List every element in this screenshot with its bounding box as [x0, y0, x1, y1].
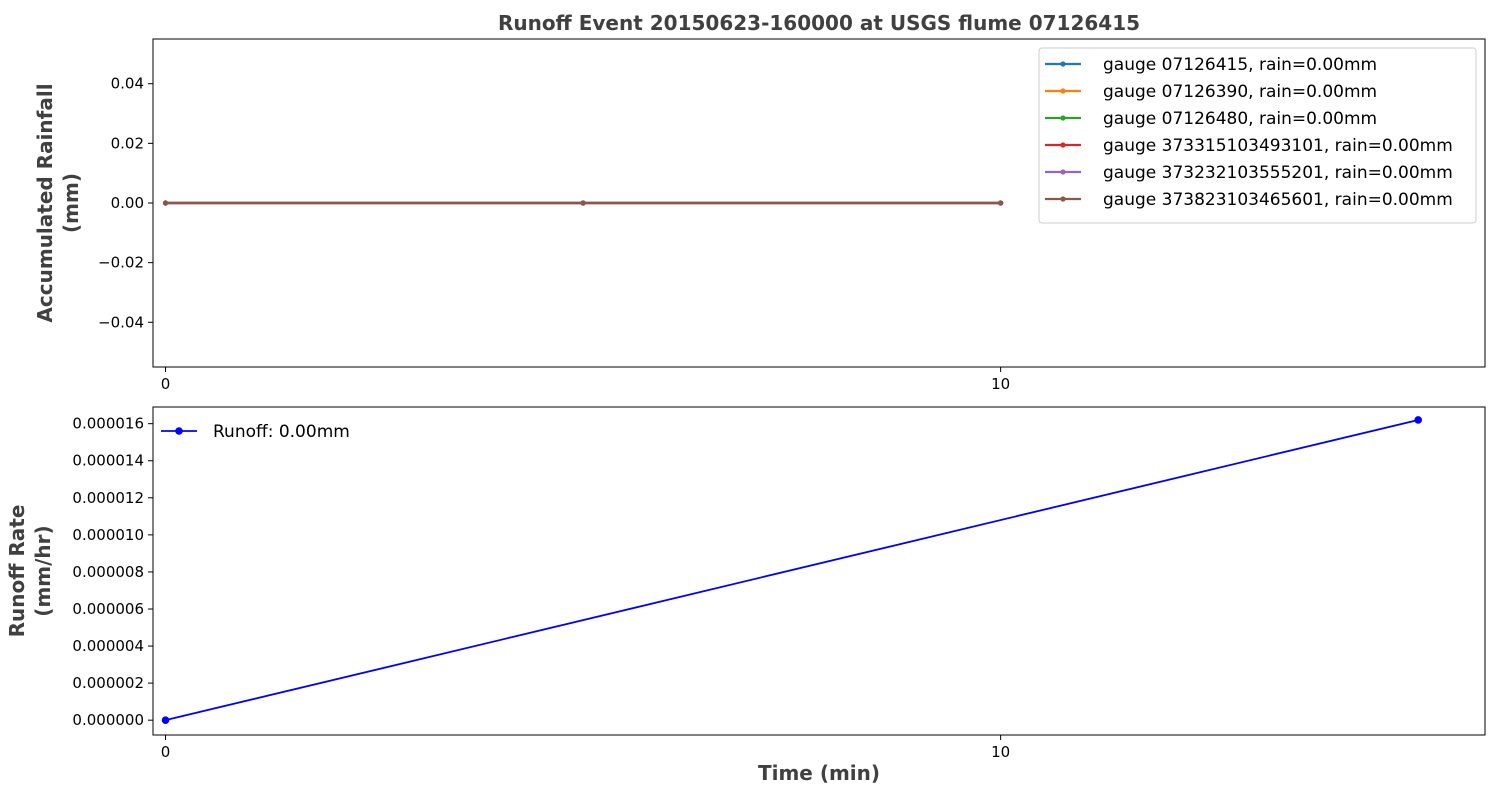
data-point — [162, 200, 169, 206]
y-axis-label-line-2: (mm/hr) — [31, 525, 55, 616]
x-tick-label: 10 — [991, 743, 1010, 761]
y-tick-label: 0.000010 — [72, 526, 144, 544]
data-point — [161, 716, 170, 724]
y-axis-label-line-1: Accumulated Rainfall — [33, 83, 57, 322]
legend-swatch-marker — [1060, 169, 1066, 175]
x-tick-label: 10 — [991, 375, 1010, 393]
legend-entry-label: gauge 373232103555201, rain=0.00mm — [1103, 163, 1453, 183]
series-line-1 — [165, 419, 1419, 722]
legend: gauge 07126415, rain=0.00mm gauge 0712639… — [1038, 47, 1477, 224]
legend-swatch-marker — [1060, 61, 1066, 67]
legend-swatch-marker — [1060, 196, 1066, 202]
legend-entry-label: gauge 07126390, rain=0.00mm — [1103, 82, 1377, 102]
chart-title: Runoff Event 20150623-160000 at USGS flu… — [498, 11, 1140, 35]
x-tick-label: 0 — [161, 375, 171, 393]
x-tick-label: 0 — [161, 743, 171, 761]
y-tick-label: 0.000014 — [72, 452, 144, 470]
legend-swatch-marker — [1060, 88, 1066, 94]
y-tick-label: 0.000006 — [72, 600, 144, 618]
y-tick-label: 0.000016 — [72, 415, 144, 433]
y-tick-label: 0.000004 — [72, 637, 144, 655]
data-point — [1414, 416, 1422, 424]
y-tick-label: 0.00 — [111, 194, 144, 212]
legend-swatch-marker — [1060, 115, 1066, 121]
data-point — [998, 200, 1004, 206]
y-axis-label-line-1: Runoff Rate — [5, 505, 29, 638]
legend-swatch-marker — [175, 427, 183, 435]
legend-entry-label: gauge 373315103493101, rain=0.00mm — [1103, 136, 1453, 156]
chart-panel-2: Runoff Rate (mm/hr) Time (min) 0.000000 0.00… — [5, 406, 1486, 785]
y-tick-label: 0.000008 — [72, 563, 144, 581]
legend: Runoff: 0.00mm — [161, 422, 350, 442]
legend-swatch-marker — [1060, 142, 1066, 148]
x-axis-label: Time (min) — [758, 761, 880, 785]
legend-entry-label: gauge 07126415, rain=0.00mm — [1103, 55, 1377, 75]
data-point — [580, 200, 586, 206]
y-tick-label: −0.02 — [98, 254, 144, 272]
y-tick-label: 0.000000 — [72, 711, 144, 729]
legend-entry-label: gauge 07126480, rain=0.00mm — [1103, 109, 1377, 129]
chart-panel-1: Runoff Event 20150623-160000 at USGS flu… — [33, 11, 1486, 393]
y-tick-label: 0.000012 — [72, 489, 144, 507]
legend-entry-label: gauge 373823103465601, rain=0.00mm — [1103, 190, 1453, 210]
y-tick-label: 0.04 — [111, 75, 144, 93]
axes-frame — [152, 406, 1486, 736]
legend-entry-label: Runoff: 0.00mm — [213, 422, 350, 442]
axes-frame — [152, 38, 1486, 368]
y-tick-label: −0.04 — [98, 313, 144, 331]
y-tick-label: 0.000002 — [72, 674, 144, 692]
y-tick-label: 0.02 — [111, 134, 144, 152]
y-axis-label-line-2: (mm) — [59, 173, 83, 233]
legend-frame — [1038, 47, 1477, 224]
